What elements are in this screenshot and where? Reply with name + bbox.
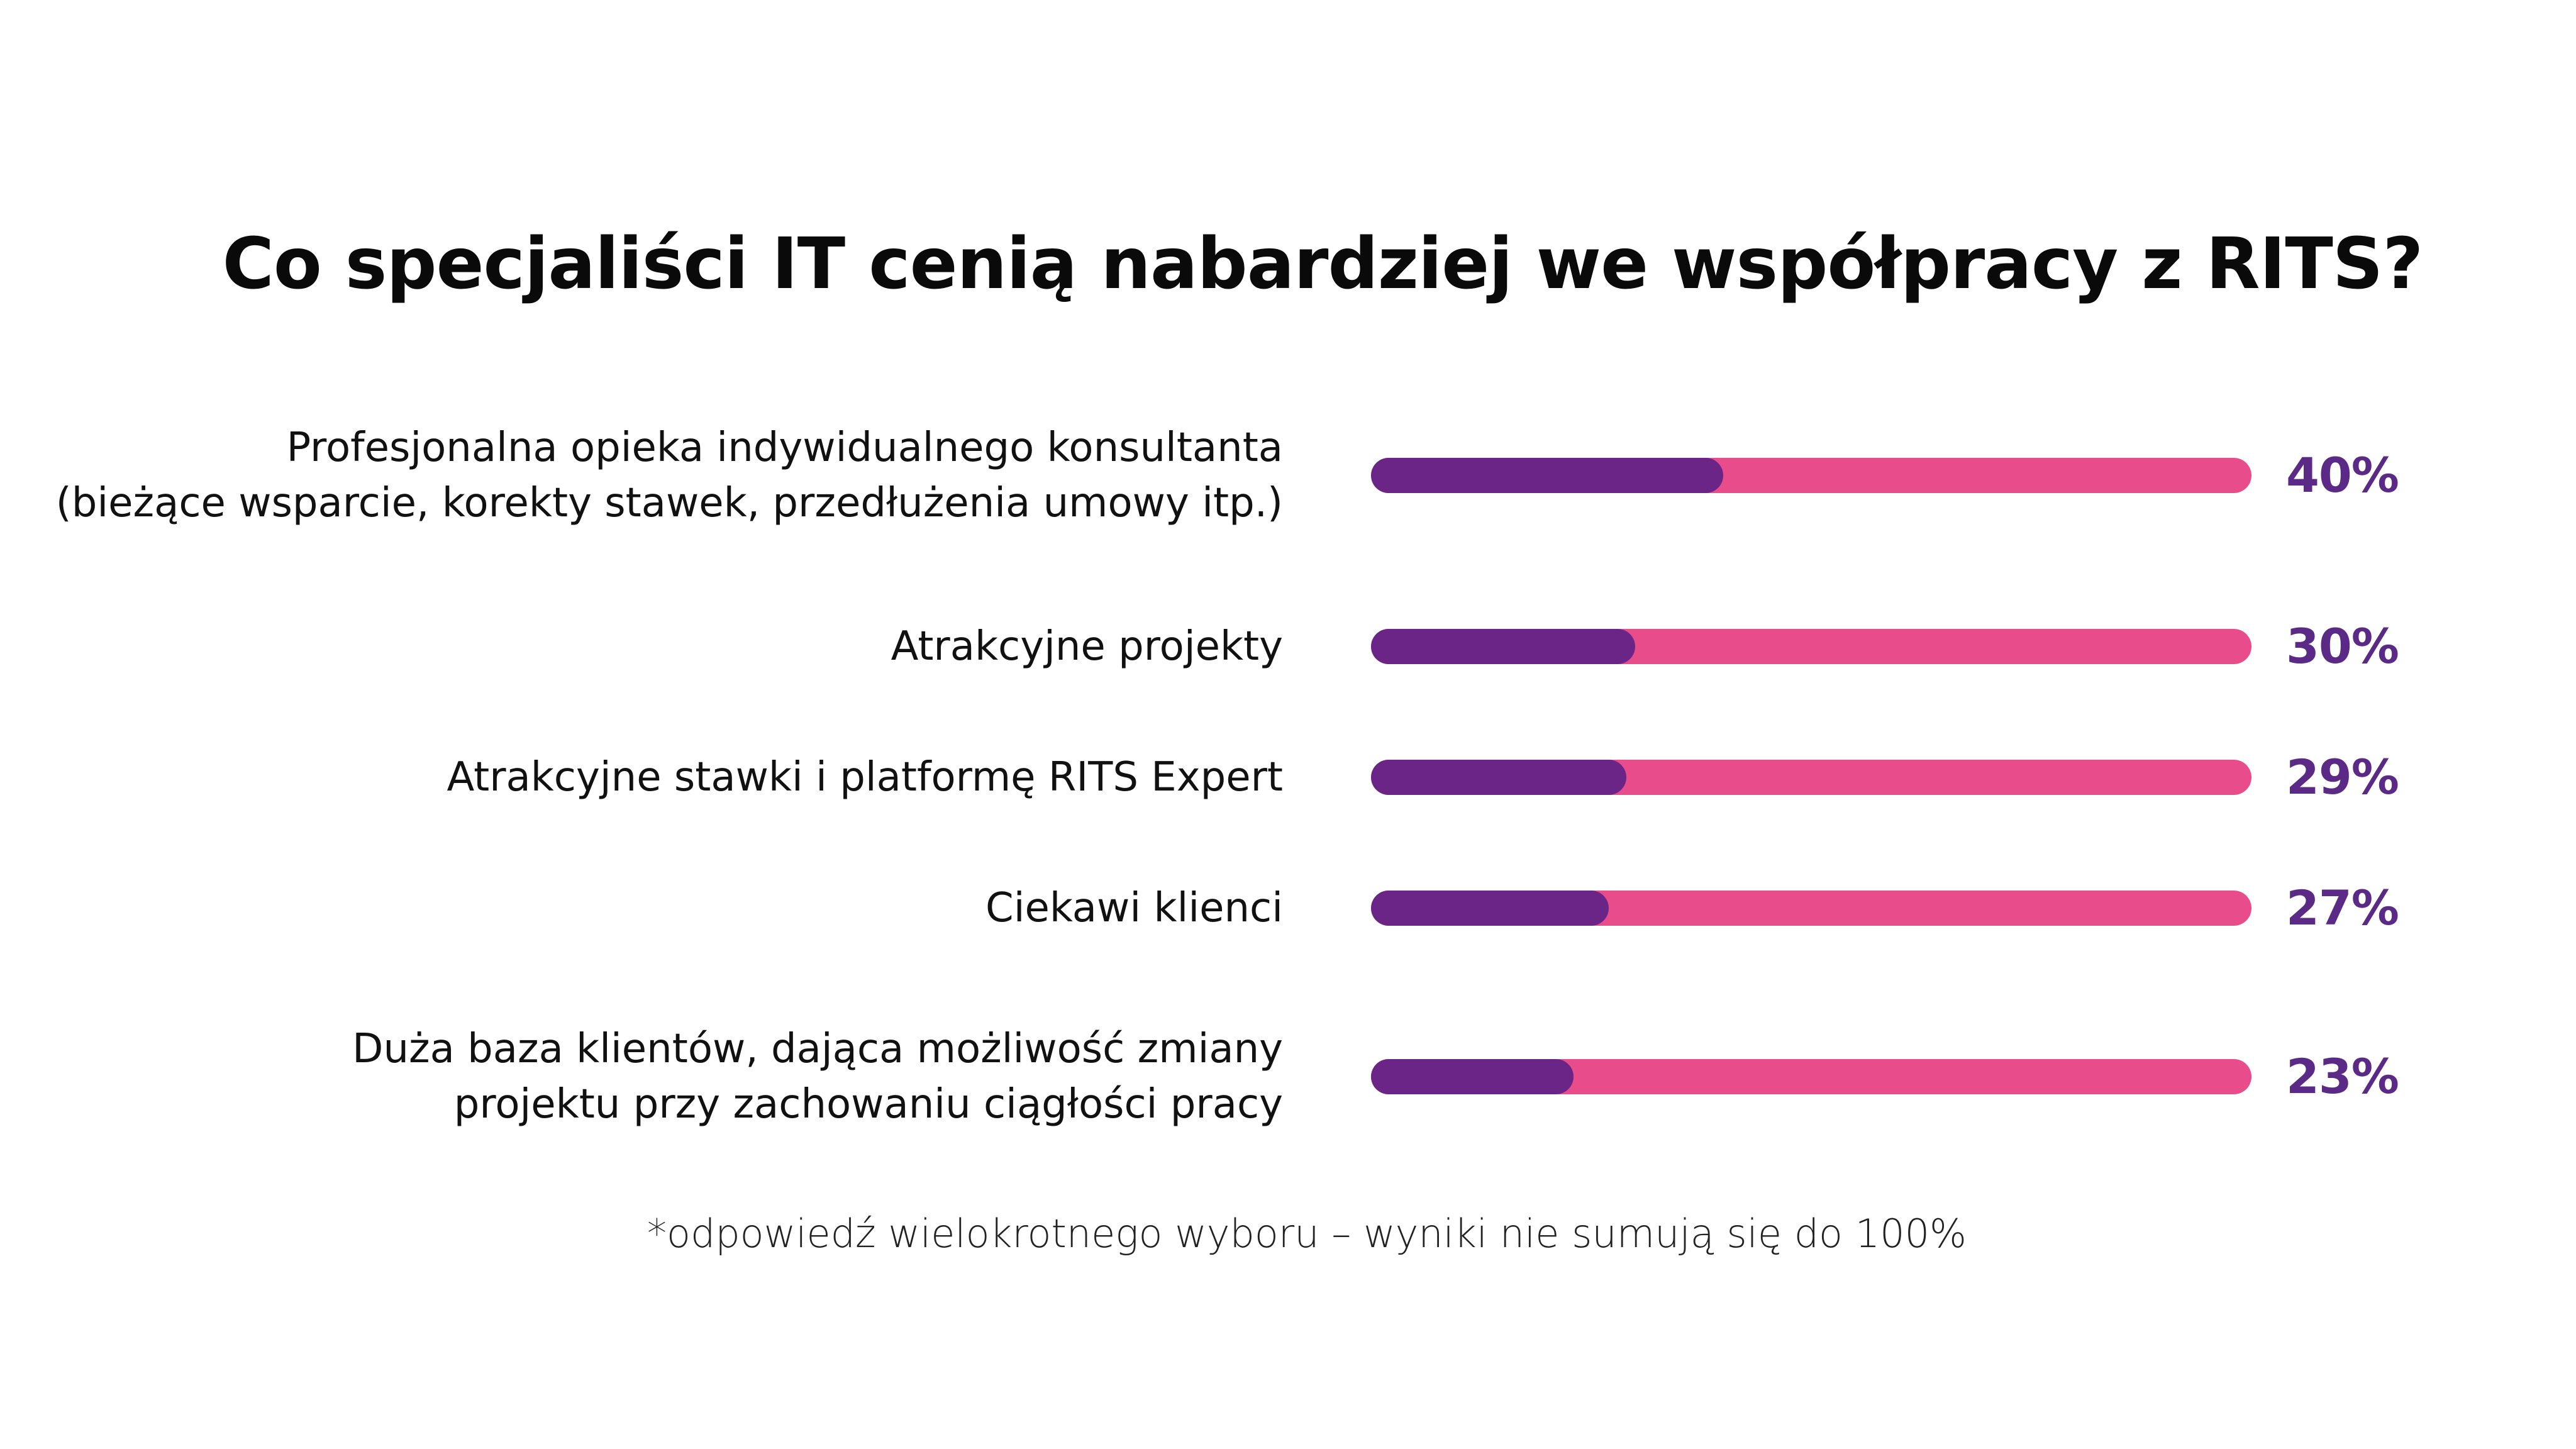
category-label-line: projektu przy zachowaniu ciągłości pracy <box>453 1081 1283 1128</box>
bar-fill <box>1371 458 1723 493</box>
category-label: Atrakcyjne projekty <box>891 619 1283 674</box>
category-label: Duża baza klientów, dająca możliwość zmi… <box>352 1021 1283 1132</box>
category-label-line: Profesjonalna opieka indywidualnego kons… <box>286 425 1283 471</box>
bar-track <box>1371 629 2251 664</box>
category-label-line: Duża baza klientów, dająca możliwość zmi… <box>352 1026 1283 1072</box>
bar-track <box>1371 760 2251 795</box>
footnote: *odpowiedź wielokrotnego wyboru – wyniki… <box>647 1211 1967 1257</box>
category-label-line: Ciekawi klienci <box>985 885 1283 931</box>
bar-fill <box>1371 891 1609 926</box>
category-label-line: (bieżące wsparcie, korekty stawek, przed… <box>55 480 1283 526</box>
bar-track <box>1371 891 2251 926</box>
value-label: 27% <box>2286 880 2399 936</box>
category-label-line: Atrakcyjne projekty <box>891 623 1283 670</box>
value-label: 23% <box>2286 1048 2399 1104</box>
category-label: Atrakcyjne stawki i platformę RITS Exper… <box>447 750 1283 805</box>
value-label: 29% <box>2286 749 2399 805</box>
value-label: 30% <box>2286 618 2399 674</box>
bar-track <box>1371 458 2251 493</box>
category-label: Profesjonalna opieka indywidualnego kons… <box>56 420 1283 531</box>
bar-fill <box>1371 629 1635 664</box>
category-label-line: Atrakcyjne stawki i platformę RITS Exper… <box>447 754 1283 801</box>
bar-fill <box>1371 760 1626 795</box>
bar-fill <box>1371 1059 1574 1094</box>
value-label: 40% <box>2286 447 2399 503</box>
chart-title: Co specjaliści IT cenią nabardziej we ws… <box>222 223 2424 305</box>
category-label: Ciekawi klienci <box>985 880 1283 936</box>
bar-track <box>1371 1059 2251 1094</box>
